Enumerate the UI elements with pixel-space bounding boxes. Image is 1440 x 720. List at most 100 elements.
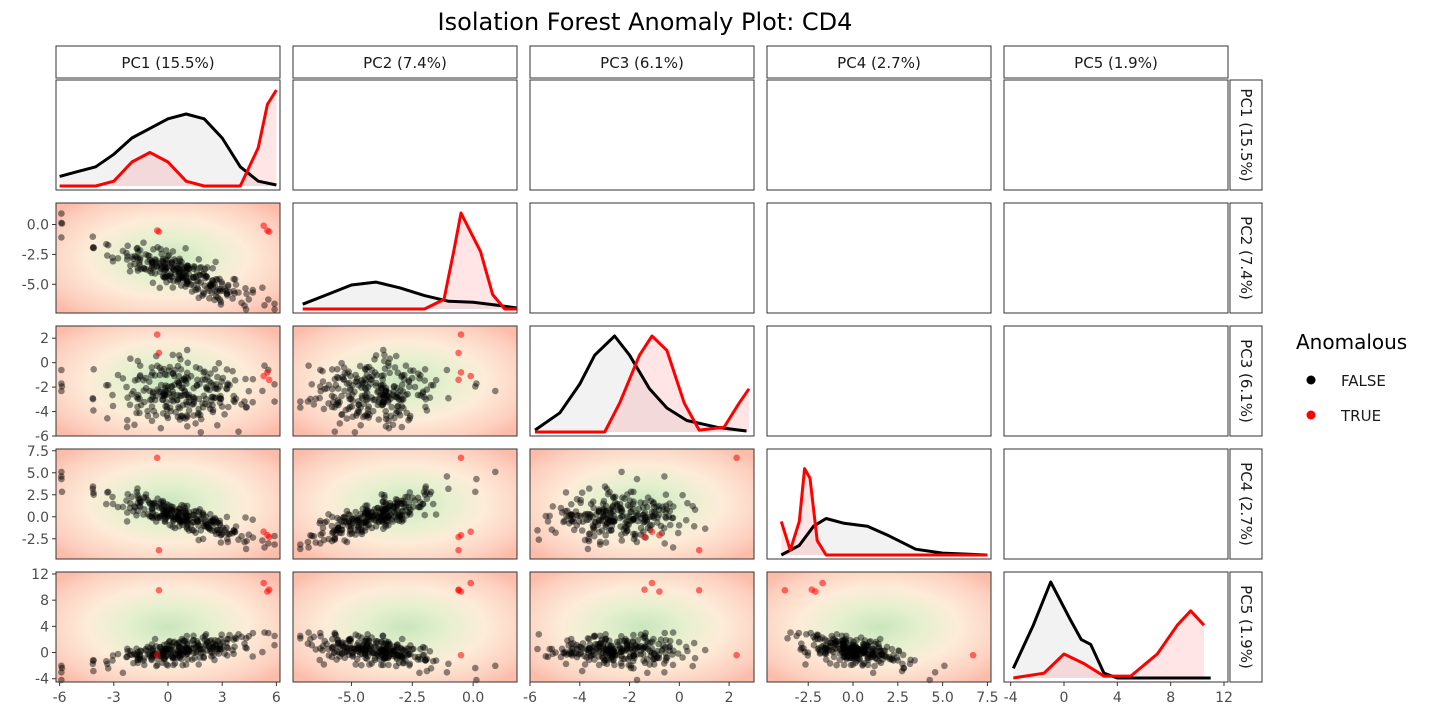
data-point-normal xyxy=(271,398,278,405)
data-point-normal xyxy=(850,645,858,653)
data-point-normal xyxy=(383,514,390,522)
data-point-normal xyxy=(585,647,592,654)
data-point-normal xyxy=(804,652,812,659)
data-point-normal xyxy=(650,650,658,658)
data-point-normal xyxy=(581,652,588,660)
data-point-normal xyxy=(142,647,150,654)
data-point-normal xyxy=(369,407,377,415)
data-point-normal xyxy=(365,510,373,518)
data-point-normal xyxy=(852,659,859,666)
data-point-normal xyxy=(840,645,848,652)
x-tick-label: 2.5 xyxy=(887,690,909,706)
data-point-normal xyxy=(662,491,670,499)
data-point-normal xyxy=(390,393,398,400)
data-point-normal xyxy=(662,650,669,657)
data-point-normal xyxy=(629,646,636,654)
data-point-normal xyxy=(124,252,131,260)
data-point-normal xyxy=(329,529,336,537)
data-point-normal xyxy=(861,650,868,657)
data-point-normal xyxy=(218,378,225,385)
data-point-normal xyxy=(166,404,174,412)
data-point-normal xyxy=(328,366,336,373)
data-point-normal xyxy=(297,545,304,553)
data-point-normal xyxy=(591,526,598,534)
panel-r5-c1 xyxy=(55,571,281,684)
data-point-normal xyxy=(245,296,253,303)
data-point-normal xyxy=(140,239,147,246)
data-point-normal xyxy=(178,635,186,643)
data-point-normal xyxy=(58,383,66,390)
data-point-normal xyxy=(384,392,391,400)
row-strip xyxy=(1229,202,1263,314)
data-point-normal xyxy=(382,501,390,508)
data-point-normal xyxy=(230,636,237,643)
data-point-normal xyxy=(329,635,336,643)
data-point-normal xyxy=(616,504,624,512)
data-point-normal xyxy=(179,276,186,283)
y-tick-label: 4 xyxy=(40,619,49,635)
data-point-normal xyxy=(629,637,636,645)
data-point-normal xyxy=(831,645,839,652)
data-point-normal xyxy=(378,651,386,658)
data-point-normal xyxy=(416,669,423,677)
data-point-normal xyxy=(398,652,405,659)
data-point-normal xyxy=(184,650,191,657)
data-point-normal xyxy=(166,276,174,284)
data-point-normal xyxy=(355,401,362,408)
data-point-normal xyxy=(162,646,169,653)
data-point-normal xyxy=(223,529,231,537)
data-point-normal xyxy=(640,511,647,518)
data-point-normal xyxy=(379,661,387,669)
data-point-normal xyxy=(330,649,338,656)
data-point-normal xyxy=(599,649,607,657)
data-point-normal xyxy=(349,515,356,523)
panel-border xyxy=(1003,202,1229,314)
data-point-normal xyxy=(216,521,224,529)
data-point-normal xyxy=(398,403,406,410)
data-point-normal xyxy=(867,653,875,661)
data-point-normal xyxy=(334,636,341,644)
data-point-normal xyxy=(154,244,161,251)
data-point-normal xyxy=(675,522,683,529)
data-point-normal xyxy=(312,646,320,653)
data-point-normal xyxy=(374,504,382,512)
data-point-normal xyxy=(840,643,847,651)
data-point-normal xyxy=(149,388,157,396)
x-tick-label: -6 xyxy=(523,690,537,706)
data-point-normal xyxy=(333,526,340,534)
data-point-normal xyxy=(230,397,237,404)
data-point-normal xyxy=(364,502,371,509)
data-point-normal xyxy=(390,382,398,390)
data-point-normal xyxy=(130,255,137,263)
data-point-normal xyxy=(423,495,431,503)
data-point-normal xyxy=(395,659,403,666)
data-point-normal xyxy=(635,643,643,651)
data-point-normal xyxy=(342,640,350,647)
data-point-normal xyxy=(151,500,159,507)
data-point-normal xyxy=(229,367,236,375)
data-point-normal xyxy=(241,538,248,546)
data-point-normal xyxy=(606,651,613,659)
data-point-normal xyxy=(666,507,674,515)
data-point-normal xyxy=(362,391,369,399)
data-point-normal xyxy=(223,290,231,298)
data-point-normal xyxy=(183,278,191,286)
data-point-normal xyxy=(818,643,825,650)
data-point-normal xyxy=(381,654,388,662)
data-point-normal xyxy=(146,252,153,260)
data-point-normal xyxy=(171,654,178,662)
data-point-normal xyxy=(156,268,164,276)
data-point-normal xyxy=(378,661,385,669)
data-point-normal xyxy=(349,397,356,404)
data-point-normal xyxy=(179,507,187,515)
data-point-normal xyxy=(178,392,185,400)
data-point-normal xyxy=(164,256,171,264)
density-line-true xyxy=(59,89,278,188)
data-point-normal xyxy=(179,414,187,421)
data-point-normal xyxy=(169,506,177,513)
data-point-normal xyxy=(271,532,278,540)
data-point-normal xyxy=(616,500,624,508)
data-point-normal xyxy=(134,656,142,663)
data-point-normal xyxy=(156,364,164,372)
data-point-normal xyxy=(148,259,156,267)
